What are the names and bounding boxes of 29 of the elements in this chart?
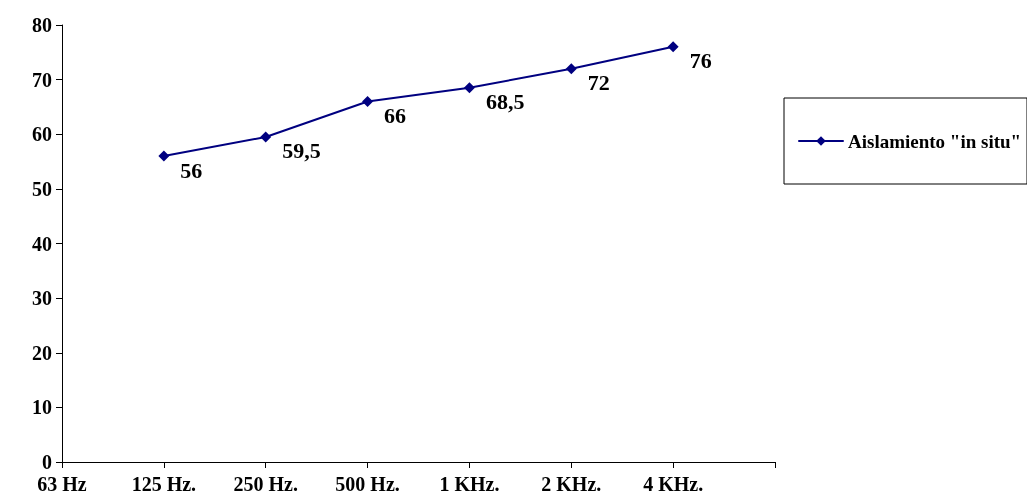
y-tick-label: 60 xyxy=(32,123,52,146)
x-tick-label: 1 KHz. xyxy=(439,473,500,495)
y-tick-label: 30 xyxy=(32,287,52,310)
y-tick-label: 70 xyxy=(32,68,52,91)
y-tick-label: 0 xyxy=(42,451,52,473)
point xyxy=(667,41,679,53)
y-tick-label: 80 xyxy=(32,14,52,36)
x-tick-label: 250 Hz. xyxy=(233,473,298,495)
point xyxy=(260,131,272,143)
data-label: 59,5 xyxy=(282,138,321,164)
x-tick-label: 500 Hz. xyxy=(335,473,400,495)
y-tick-label: 10 xyxy=(32,396,52,419)
x-tick-label: 4 KHz. xyxy=(643,473,704,495)
point xyxy=(463,82,475,94)
x-tick-label: 63 Hz xyxy=(37,473,87,495)
legend-label: Aislamiento "in situ" xyxy=(848,130,1022,152)
data-label: 76 xyxy=(689,48,712,74)
point xyxy=(565,63,577,75)
x-tick-label: 125 Hz. xyxy=(131,473,197,495)
x-tick-label: 2 KHz. xyxy=(541,473,602,495)
data-label: 66 xyxy=(384,102,407,128)
data-label: 68,5 xyxy=(485,89,525,115)
y-tick-label: 50 xyxy=(32,177,52,200)
y-tick-label: 40 xyxy=(32,232,52,255)
data-label: 72 xyxy=(587,70,610,96)
point xyxy=(158,150,170,162)
y-tick-label: 20 xyxy=(32,341,52,364)
data-label: 56 xyxy=(180,157,203,183)
point xyxy=(362,95,374,107)
